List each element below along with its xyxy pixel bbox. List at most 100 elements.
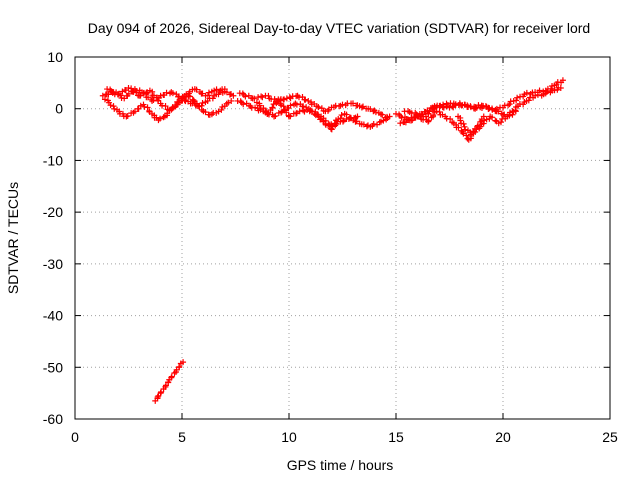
y-tick-label: -20 — [43, 204, 63, 220]
data-point — [525, 97, 532, 104]
data-point — [180, 359, 187, 366]
data-point — [111, 105, 118, 112]
data-point — [228, 97, 235, 104]
data-point — [280, 103, 287, 110]
data-point — [462, 126, 469, 133]
data-point — [509, 108, 516, 115]
data-point — [193, 86, 200, 93]
data-point — [458, 102, 465, 109]
data-point — [278, 109, 285, 116]
data-point — [425, 117, 432, 124]
data-point — [409, 117, 416, 124]
data-point — [559, 77, 566, 84]
data-point — [137, 102, 144, 109]
data-point — [353, 118, 360, 125]
data-point — [360, 103, 366, 110]
data-point — [497, 119, 504, 126]
y-tick-label: -10 — [43, 152, 63, 168]
data-point — [218, 106, 225, 113]
grid-lines — [75, 57, 610, 419]
data-point — [137, 92, 144, 99]
data-point — [447, 115, 454, 122]
data-point — [367, 106, 374, 113]
data-point — [105, 91, 112, 98]
data-point — [440, 104, 447, 111]
data-point — [287, 102, 294, 109]
data-point — [141, 103, 148, 110]
data-point — [486, 105, 493, 112]
data-point — [209, 95, 216, 102]
data-point — [461, 123, 468, 130]
data-point — [168, 105, 175, 112]
data-point — [426, 108, 433, 115]
data-point — [124, 113, 131, 120]
data-point — [523, 89, 530, 96]
data-point — [293, 110, 300, 117]
data-point — [99, 92, 106, 99]
y-tick-label: -40 — [43, 308, 63, 324]
data-point — [183, 91, 190, 98]
data-point — [315, 104, 322, 111]
data-point — [460, 120, 467, 127]
data-point — [380, 117, 387, 124]
data-point — [202, 109, 209, 116]
data-point — [251, 95, 258, 102]
data-point — [379, 111, 386, 118]
data-point — [240, 101, 247, 108]
data-point — [492, 106, 499, 113]
data-point — [512, 107, 519, 114]
data-point — [162, 103, 169, 110]
data-point — [252, 104, 259, 111]
y-tick-label: -50 — [43, 359, 63, 375]
data-point — [455, 124, 462, 131]
plot-frame — [74, 56, 611, 420]
data-point — [157, 115, 164, 122]
data-point — [270, 101, 277, 108]
data-point — [436, 108, 443, 115]
data-point — [493, 105, 500, 112]
data-point — [205, 89, 212, 96]
data-point — [514, 94, 521, 101]
data-point — [360, 121, 367, 128]
data-point — [157, 92, 164, 99]
data-point — [404, 116, 411, 123]
data-point — [199, 90, 206, 97]
data-point — [449, 103, 456, 110]
data-point — [145, 94, 152, 101]
data-point — [237, 98, 244, 105]
data-point — [160, 114, 167, 121]
data-point — [328, 126, 335, 133]
data-point — [328, 121, 335, 128]
data-point — [190, 97, 197, 104]
data-point — [489, 114, 496, 121]
data-point — [397, 120, 404, 127]
data-point — [269, 104, 276, 111]
data-point — [372, 109, 379, 116]
data-point — [506, 101, 513, 108]
x-tick-label: 15 — [388, 429, 404, 445]
data-point — [143, 89, 150, 96]
data-point — [116, 90, 123, 97]
y-tick-label: -30 — [43, 256, 63, 272]
x-tick-label: 5 — [178, 429, 186, 445]
data-points — [99, 77, 566, 404]
data-point — [354, 113, 361, 120]
data-point — [242, 93, 249, 100]
data-point — [286, 94, 293, 101]
data-point — [358, 104, 365, 111]
data-point — [457, 117, 464, 124]
data-point — [402, 119, 409, 126]
data-point — [315, 112, 322, 119]
data-point — [547, 85, 554, 92]
data-point — [230, 92, 237, 99]
data-point — [273, 100, 280, 107]
data-point — [101, 96, 108, 103]
data-point — [223, 89, 230, 96]
data-point — [287, 113, 294, 120]
data-point — [302, 96, 309, 103]
x-tick-label: 10 — [281, 429, 297, 445]
data-point — [305, 97, 312, 104]
y-tick-label: 10 — [47, 49, 63, 65]
data-point — [107, 102, 114, 109]
